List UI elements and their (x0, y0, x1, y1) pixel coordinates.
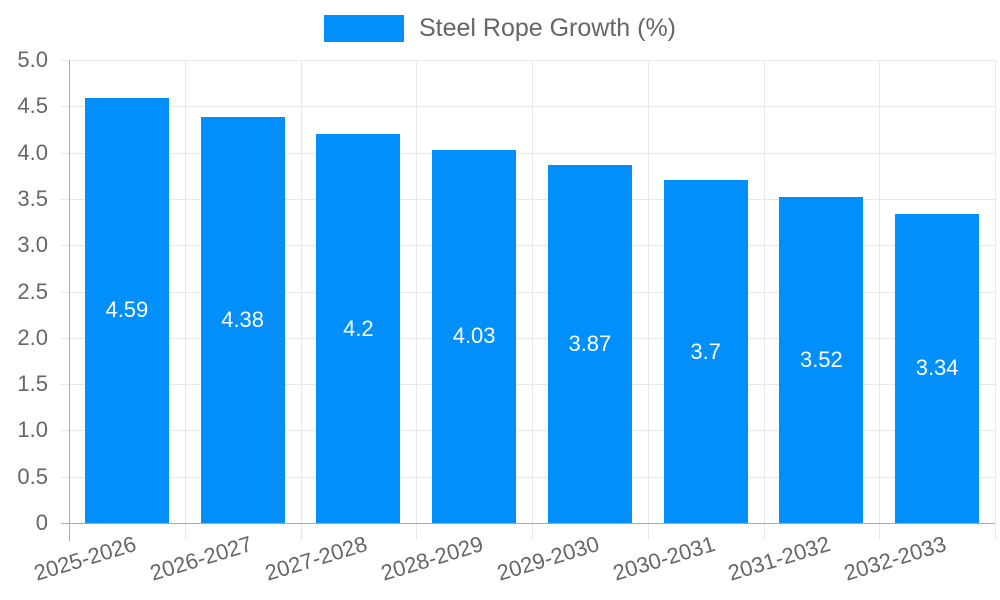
bar-value-label: 4.03 (452, 323, 496, 349)
y-axis-line (69, 60, 70, 541)
bar-value-label: 4.2 (343, 315, 374, 341)
gridline-vertical (300, 60, 302, 523)
y-axis-tick (61, 106, 69, 108)
bar[interactable]: 4.38 (200, 117, 285, 523)
y-axis-tick-label: 0 (35, 510, 48, 535)
x-axis-tick (763, 523, 765, 540)
y-axis-tick-label: 5.0 (17, 47, 48, 72)
x-axis-tick (300, 523, 302, 540)
y-axis-tick-label: 1.0 (17, 417, 48, 443)
x-axis-tick (647, 523, 649, 540)
legend-label: Steel Rope Growth (%) (418, 14, 677, 42)
gridline-vertical (879, 60, 881, 523)
y-axis-tick (61, 291, 69, 293)
y-axis-tick (61, 60, 69, 61)
bar-value-label: 3.34 (915, 355, 959, 381)
bar-value-label: 3.7 (690, 338, 721, 364)
x-axis-tick (416, 523, 418, 540)
y-axis-tick (61, 198, 69, 200)
bar[interactable]: 3.7 (663, 180, 748, 523)
y-axis-tick-label: 4.5 (17, 93, 48, 119)
legend-item[interactable]: Steel Rope Growth (%) (323, 14, 677, 43)
gridline-vertical (184, 60, 186, 523)
y-axis-tick (61, 152, 69, 154)
y-axis-tick (61, 245, 69, 247)
x-axis-tick (995, 523, 996, 540)
y-axis-tick-label: 1.5 (17, 371, 48, 397)
y-axis-tick-label: 4.0 (17, 139, 48, 165)
bar-value-label: 4.38 (221, 307, 265, 333)
legend: Steel Rope Growth (%) (0, 14, 1000, 43)
y-axis-tick (61, 384, 69, 386)
x-axis-tick (184, 523, 186, 540)
bar[interactable]: 3.87 (547, 164, 632, 523)
bar[interactable]: 4.03 (432, 149, 517, 523)
x-axis-tick (879, 523, 881, 540)
y-axis-tick-label: 2.0 (17, 324, 48, 350)
gridline-vertical (647, 60, 649, 523)
y-axis-tick-label: 3.5 (17, 185, 48, 211)
bar-value-label: 3.52 (799, 347, 843, 373)
bar[interactable]: 3.34 (895, 213, 980, 523)
bar-value-label: 4.59 (105, 297, 149, 323)
bar-value-label: 3.87 (568, 330, 612, 356)
gridline-vertical (416, 60, 418, 523)
y-axis-tick-label: 2.5 (17, 278, 48, 304)
gridline-vertical (763, 60, 765, 523)
y-axis-tick-label: 3.0 (17, 232, 48, 258)
gridline-vertical (995, 60, 996, 523)
x-axis-line (61, 523, 995, 524)
x-axis-tick (532, 523, 533, 540)
legend-marker (323, 15, 404, 42)
gridline-vertical (532, 60, 533, 523)
y-axis-tick (61, 430, 69, 432)
y-axis-tick (61, 476, 69, 478)
bar[interactable]: 4.59 (84, 97, 169, 523)
y-axis-tick-label: 0.5 (17, 463, 48, 489)
bar[interactable]: 4.2 (316, 134, 401, 523)
bar[interactable]: 3.52 (779, 197, 864, 523)
y-axis-tick (61, 337, 69, 339)
